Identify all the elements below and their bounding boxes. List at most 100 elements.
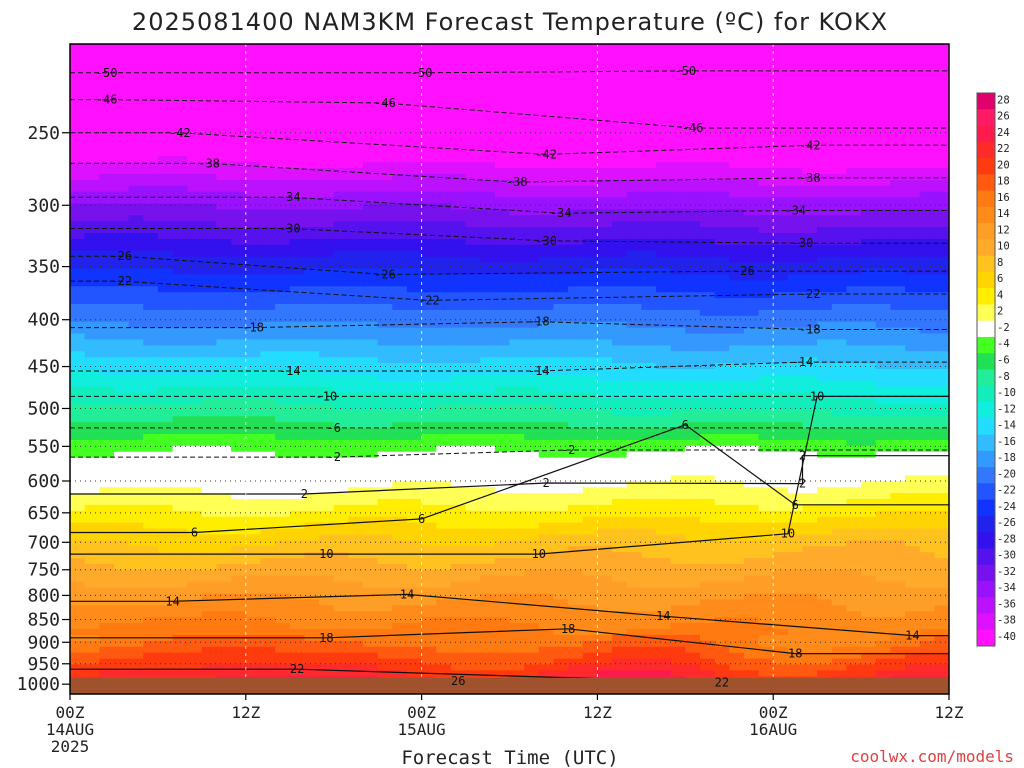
field-cell — [333, 434, 349, 441]
field-cell — [216, 410, 232, 417]
field-cell — [480, 280, 496, 287]
field-cell — [846, 209, 862, 216]
field-cell — [685, 168, 701, 175]
field-cell — [787, 221, 804, 228]
field-cell — [934, 522, 949, 530]
field-cell — [157, 516, 174, 524]
field-cell — [597, 203, 613, 211]
field-cell — [905, 244, 921, 252]
field-cell — [304, 138, 320, 146]
field-cell — [157, 457, 174, 465]
field-cell — [260, 475, 276, 482]
field-cell — [582, 162, 598, 169]
field-cell — [846, 428, 862, 435]
field-cell — [187, 215, 203, 222]
field-cell — [641, 85, 657, 92]
field-cell — [787, 197, 804, 205]
field-cell — [421, 227, 437, 234]
field-cell — [143, 227, 159, 234]
field-cell — [201, 227, 218, 234]
field-cell — [538, 386, 555, 394]
field-cell — [157, 522, 174, 530]
field-cell — [612, 369, 628, 376]
field-cell — [392, 457, 408, 465]
field-cell — [685, 233, 701, 240]
field-cell — [377, 138, 393, 146]
field-cell — [289, 67, 305, 75]
field-cell — [319, 156, 335, 163]
field-cell — [699, 410, 716, 417]
field-cell — [84, 522, 100, 530]
field-cell — [392, 374, 408, 382]
field-cell — [758, 380, 774, 388]
field-cell — [392, 327, 408, 335]
field-cell — [685, 191, 701, 199]
field-cell — [333, 280, 349, 287]
field-cell — [773, 126, 789, 134]
field-cell — [436, 126, 452, 134]
field-cell — [333, 239, 349, 246]
field-cell — [758, 451, 774, 459]
field-cell — [685, 120, 701, 128]
field-cell — [143, 398, 159, 406]
field-cell — [187, 386, 203, 394]
field-cell — [377, 528, 393, 536]
field-cell — [509, 168, 525, 175]
field-cell — [333, 268, 349, 276]
field-cell — [377, 174, 393, 181]
field-cell — [333, 67, 349, 75]
field-cell — [773, 475, 789, 482]
field-cell — [289, 510, 305, 518]
field-cell — [187, 339, 203, 346]
field-cell — [919, 44, 935, 51]
field-cell — [494, 304, 511, 311]
field-cell — [275, 191, 291, 199]
field-cell — [524, 215, 540, 222]
field-cell — [480, 469, 496, 476]
field-cell — [905, 304, 921, 311]
field-cell — [201, 422, 218, 429]
field-cell — [480, 398, 496, 406]
field-cell — [699, 493, 716, 500]
field-cell — [143, 493, 159, 500]
field-cell — [84, 416, 100, 423]
field-cell — [187, 150, 203, 157]
field-cell — [641, 156, 657, 163]
field-cell — [187, 239, 203, 246]
field-cell — [934, 499, 949, 506]
field-cell — [524, 49, 540, 57]
field-cell — [626, 97, 642, 104]
field-cell — [289, 132, 305, 140]
field-cell — [905, 428, 921, 435]
field-cell — [260, 398, 276, 406]
field-cell — [494, 522, 511, 530]
field-cell — [348, 428, 364, 435]
field-cell — [143, 416, 159, 423]
field-cell — [113, 445, 130, 453]
field-cell — [377, 256, 393, 264]
field-cell — [363, 244, 379, 252]
field-cell — [260, 369, 276, 376]
field-cell — [172, 451, 188, 459]
field-cell — [670, 138, 686, 146]
field-cell — [421, 286, 437, 293]
field-cell — [172, 233, 188, 240]
field-cell — [289, 227, 305, 234]
field-cell — [831, 179, 848, 187]
field-cell — [465, 410, 481, 417]
field-cell — [568, 333, 584, 341]
field-cell — [890, 227, 906, 234]
field-cell — [597, 374, 613, 382]
field-cell — [538, 120, 555, 128]
field-cell — [216, 185, 232, 193]
field-cell — [348, 233, 364, 240]
field-cell — [480, 516, 496, 524]
field-cell — [714, 510, 730, 518]
field-cell — [553, 262, 569, 270]
field-cell — [113, 386, 130, 394]
field-cell — [289, 244, 305, 252]
field-cell — [890, 185, 906, 193]
field-cell — [817, 174, 833, 181]
field-cell — [641, 481, 657, 488]
field-cell — [831, 457, 848, 465]
